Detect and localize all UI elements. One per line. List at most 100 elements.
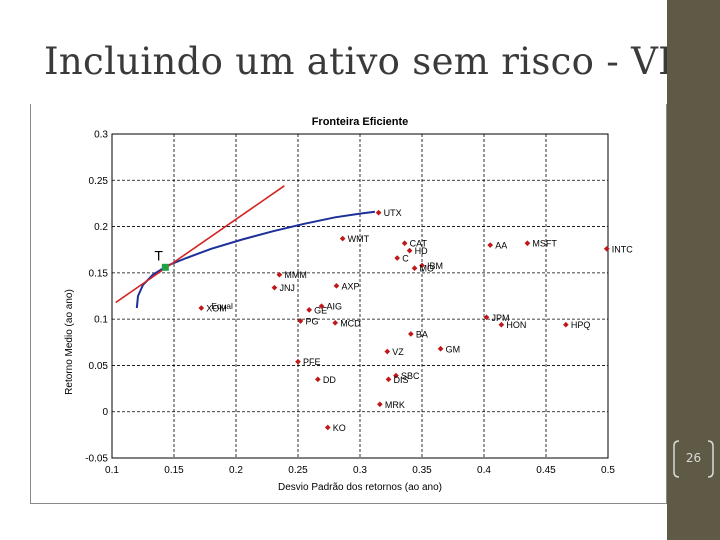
asset-marker	[333, 282, 340, 289]
asset-point-msft: MSFT	[524, 239, 557, 249]
axis-ticks: 0.1 0.15 0.2 0.25 0.3 0.35 0.4 0.45 0.5 -0.05 0 0.0…	[85, 130, 615, 477]
asset-marker	[487, 242, 494, 248]
x-tick-label: 0.4	[477, 465, 491, 476]
asset-label: GM	[446, 344, 461, 354]
asset-label: KO	[333, 423, 346, 433]
asset-marker	[318, 303, 325, 310]
asset-point-aa: AA	[487, 241, 507, 251]
asset-point-aig: AIG	[318, 302, 342, 312]
asset-marker	[603, 245, 610, 252]
asset-point-sbc: SBC	[393, 371, 420, 381]
asset-marker	[394, 255, 401, 261]
asset-label: XOM	[206, 304, 227, 314]
asset-point-utx: UTX	[375, 208, 402, 218]
capital-market-line	[115, 185, 285, 304]
asset-marker	[385, 376, 392, 383]
asset-label: MRK	[385, 400, 405, 410]
plot-area	[111, 133, 609, 459]
asset-point-pfe: PFE	[295, 357, 321, 367]
asset-marker	[419, 262, 425, 269]
asset-marker	[498, 321, 505, 328]
asset-label: CAT	[410, 239, 428, 249]
asset-point-gm: GM	[437, 344, 461, 354]
asset-point-jnj: JNJ	[271, 283, 295, 293]
asset-label: DD	[323, 375, 336, 385]
y-tick-label: 0.15	[89, 268, 109, 279]
asset-marker	[437, 345, 444, 352]
asset-marker	[306, 307, 312, 313]
y-tick-label: 0.3	[94, 130, 108, 141]
page-number: 26	[685, 451, 702, 465]
asset-marker	[563, 321, 569, 328]
x-tick-label: 0.2	[229, 465, 243, 476]
asset-point-intc: INTC	[603, 244, 633, 254]
asset-marker	[297, 318, 304, 324]
asset-point-dd: DD	[315, 375, 336, 385]
x-tick-label: 0.25	[288, 465, 308, 476]
asset-marker	[408, 331, 414, 337]
asset-point-cat: CAT	[401, 239, 428, 249]
x-tick-label: 0.15	[164, 465, 184, 476]
asset-marker	[384, 348, 391, 355]
asset-point-pg: PG	[297, 316, 318, 326]
asset-point-ge: GE	[306, 305, 327, 315]
asset-label: SBC	[401, 371, 420, 381]
y-tick-label: 0.1	[94, 315, 108, 326]
asset-marker	[377, 401, 383, 408]
asset-point-mo: MO	[411, 264, 435, 274]
grid	[112, 134, 608, 458]
asset-marker	[339, 235, 346, 242]
asset-point-hpq: HPQ	[563, 320, 590, 330]
asset-label: IBM	[427, 261, 443, 271]
asset-label: HD	[415, 246, 428, 256]
asset-marker	[406, 247, 413, 254]
asset-point-ibm: IBM	[419, 261, 443, 271]
asset-point-xom: XOM	[198, 304, 227, 314]
asset-point-hd: HD	[406, 246, 428, 256]
tangency-marker	[161, 263, 169, 271]
asset-point-wmt: WMT	[339, 234, 370, 244]
asset-label: INTC	[612, 244, 633, 254]
asset-point-hon: HON	[498, 320, 526, 330]
y-tick-label: 0.05	[89, 361, 109, 372]
asset-marker	[198, 305, 205, 311]
bracket-icon	[673, 440, 714, 478]
x-tick-label: 0.45	[536, 465, 556, 476]
y-tick-label: -0.05	[85, 454, 108, 465]
asset-point-ba: BA	[408, 329, 428, 339]
chart-frame	[30, 104, 667, 504]
x-tick-label: 0.35	[412, 465, 432, 476]
tangency-point: T	[154, 247, 169, 271]
asset-point-vz: VZ	[384, 347, 404, 357]
y-tick-label: 0.25	[89, 176, 109, 187]
asset-label: DIS	[394, 375, 409, 385]
asset-label: MO	[420, 264, 435, 274]
asset-label: AXP	[341, 281, 359, 291]
asset-marker	[401, 240, 408, 247]
efficient-frontier-curve	[135, 210, 376, 309]
efficient-frontier-chart: 0.1 0.15 0.2 0.25 0.3 0.35 0.4 0.45 0.5 -0.05 0 0.0…	[64, 116, 633, 493]
asset-marker	[324, 424, 331, 431]
asset-marker	[411, 265, 418, 272]
asset-marker	[375, 209, 382, 216]
asset-label: JNJ	[279, 283, 295, 293]
annotation-label: Equal	[211, 301, 233, 311]
asset-point-mrk: MRK	[377, 400, 405, 410]
asset-marker	[483, 314, 490, 321]
asset-label: AA	[495, 241, 507, 251]
asset-marker	[276, 271, 283, 278]
asset-point-c: C	[394, 254, 409, 264]
asset-point-axp: AXP	[333, 281, 359, 291]
curves	[115, 185, 376, 309]
slide-side-bar	[667, 0, 720, 540]
page-number-badge: 26	[671, 439, 716, 479]
x-axis-label: Desvio Padrão dos retornos (ao ano)	[278, 482, 442, 493]
asset-marker	[271, 284, 278, 291]
asset-label: GE	[314, 305, 327, 315]
asset-point-mmm: MMM	[276, 270, 307, 280]
asset-label: HON	[506, 320, 526, 330]
asset-label: UTX	[384, 208, 402, 218]
asset-label: MCD	[340, 318, 361, 328]
slide-title: Incluindo um ativo sem risco - VI	[44, 40, 674, 83]
